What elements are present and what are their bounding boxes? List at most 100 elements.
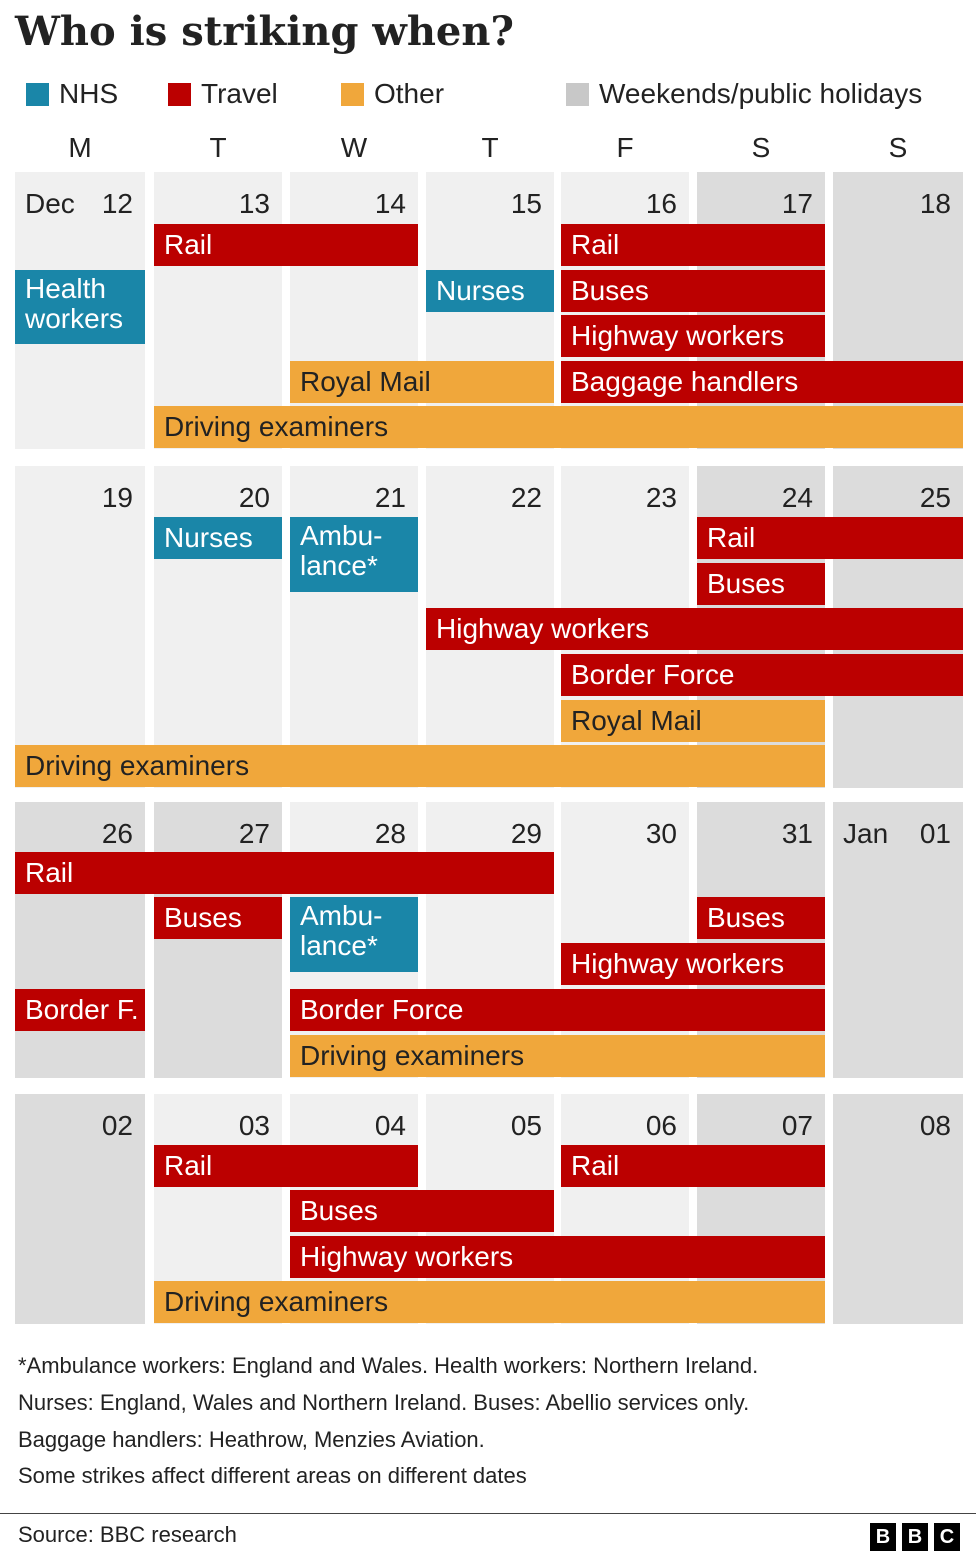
strike-bar: Buses xyxy=(697,563,825,605)
weekday-label: F xyxy=(616,132,634,163)
strike-bar: Baggage handlers xyxy=(561,361,963,403)
legend-swatch xyxy=(26,82,49,106)
legend-swatch xyxy=(341,82,364,106)
day-cell: 13 xyxy=(154,172,282,449)
strike-bar: Royal Mail xyxy=(290,361,554,403)
strike-bar: Rail xyxy=(154,1145,418,1187)
strike-bar: Health workers xyxy=(15,270,145,344)
day-number: 08 xyxy=(919,1110,951,1141)
legend-item: Weekends/public holidays xyxy=(566,78,922,110)
day-cell: 26 xyxy=(15,802,145,1078)
day-number: 17 xyxy=(781,188,813,219)
legend-label: NHS xyxy=(59,78,119,109)
bbc-logo-letter: B xyxy=(870,1523,896,1551)
day-cell: 01 Jan xyxy=(833,802,963,1078)
day-number: 24 xyxy=(781,482,813,513)
strike-bar: Buses xyxy=(697,897,825,939)
day-number: 27 xyxy=(238,818,270,849)
day-number: 28 xyxy=(374,818,406,849)
strike-bar: Highway workers xyxy=(561,943,825,985)
strike-bar: Driving examiners xyxy=(15,745,825,787)
weekday-label: T xyxy=(481,132,499,163)
day-cell: 21 xyxy=(290,466,418,788)
weekday-label: T xyxy=(209,132,227,163)
legend-label: Weekends/public holidays xyxy=(599,78,923,109)
footnote-4: Some strikes affect different areas on d… xyxy=(18,1463,527,1488)
strike-bar: Royal Mail xyxy=(561,700,825,742)
weekday-label: M xyxy=(68,132,92,163)
legend-swatch xyxy=(566,82,589,106)
bbc-logo-letter: B xyxy=(902,1523,928,1551)
month-label: Dec xyxy=(25,188,75,219)
day-number: 04 xyxy=(374,1110,406,1141)
bbc-logo-letter: C xyxy=(934,1523,960,1551)
day-number: 16 xyxy=(645,188,677,219)
legend-item: NHS xyxy=(26,78,118,110)
day-cell: 19 xyxy=(15,466,145,788)
day-number: 29 xyxy=(510,818,542,849)
strike-bar: Driving examiners xyxy=(290,1035,825,1077)
weekday-label: S xyxy=(751,132,771,163)
day-cell: 02 xyxy=(15,1094,145,1324)
strike-bar: Rail xyxy=(154,224,418,266)
strike-bar: Border Force xyxy=(561,654,963,696)
day-cell: 29 xyxy=(426,802,554,1078)
footnote-2: Nurses: England, Wales and Northern Irel… xyxy=(18,1390,750,1415)
day-number: 26 xyxy=(101,818,133,849)
footnote-1: *Ambulance workers: England and Wales. H… xyxy=(18,1353,759,1378)
strike-bar: Driving examiners xyxy=(154,406,963,448)
day-number: 30 xyxy=(645,818,677,849)
strike-bar: Buses xyxy=(290,1190,554,1232)
strike-bar: Highway workers xyxy=(290,1236,825,1278)
month-label: Jan xyxy=(843,818,889,849)
chart-title: Who is striking when? xyxy=(15,8,514,55)
strike-bar: Rail xyxy=(561,224,825,266)
day-cell: 27 xyxy=(154,802,282,1078)
strike-bar: Ambu-lance* xyxy=(290,897,418,972)
strike-bar: Highway workers xyxy=(561,315,825,357)
day-number: 06 xyxy=(645,1110,677,1141)
strike-bar: Border Force xyxy=(290,989,825,1031)
legend-swatch xyxy=(168,82,191,106)
day-number: 05 xyxy=(510,1110,542,1141)
source-note: Source: BBC research xyxy=(18,1522,237,1547)
strike-bar: Ambu-lance* xyxy=(290,517,418,592)
legend-label: Travel xyxy=(201,78,278,109)
day-number: 14 xyxy=(374,188,406,219)
strike-bar: Nurses xyxy=(426,270,554,312)
day-number: 07 xyxy=(781,1110,813,1141)
bbc-logo: B B C xyxy=(870,1523,960,1551)
strike-bar: Rail xyxy=(15,852,554,894)
day-number: 19 xyxy=(101,482,133,513)
strike-bar: Border F. xyxy=(15,989,145,1031)
strike-bar: Buses xyxy=(154,897,282,939)
legend-label: Other xyxy=(374,78,445,109)
day-number: 18 xyxy=(919,188,951,219)
day-number: 03 xyxy=(238,1110,270,1141)
day-number: 02 xyxy=(101,1110,133,1141)
day-number: 23 xyxy=(645,482,677,513)
day-number: 22 xyxy=(510,482,542,513)
day-cell: 08 xyxy=(833,1094,963,1324)
day-cell: 20 xyxy=(154,466,282,788)
day-cell: 30 xyxy=(561,802,689,1078)
strike-bar: Rail xyxy=(697,517,963,559)
legend-item: Other xyxy=(341,78,444,110)
strike-bar: Driving examiners xyxy=(154,1281,825,1323)
day-number: 12 xyxy=(101,188,133,219)
day-number: 01 xyxy=(919,818,951,849)
weekday-label: W xyxy=(340,132,368,163)
day-number: 20 xyxy=(238,482,270,513)
divider xyxy=(0,1513,976,1514)
day-number: 15 xyxy=(510,188,542,219)
day-cell: 31 xyxy=(697,802,825,1078)
strike-bar: Nurses xyxy=(154,517,282,559)
footnote-3: Baggage handlers: Heathrow, Menzies Avia… xyxy=(18,1427,485,1452)
day-number: 31 xyxy=(781,818,813,849)
strike-bar: Rail xyxy=(561,1145,825,1187)
day-number: 21 xyxy=(374,482,406,513)
strike-bar: Buses xyxy=(561,270,825,312)
day-number: 25 xyxy=(919,482,951,513)
strike-bar: Highway workers xyxy=(426,608,963,650)
weekday-label: S xyxy=(888,132,908,163)
